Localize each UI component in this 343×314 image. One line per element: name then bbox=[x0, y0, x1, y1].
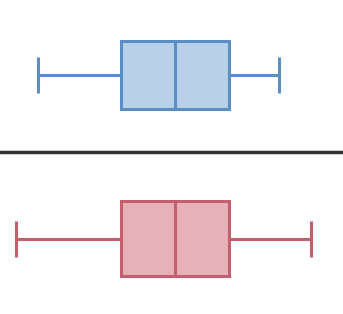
Bar bbox=[121, 41, 229, 109]
Bar bbox=[121, 201, 229, 276]
